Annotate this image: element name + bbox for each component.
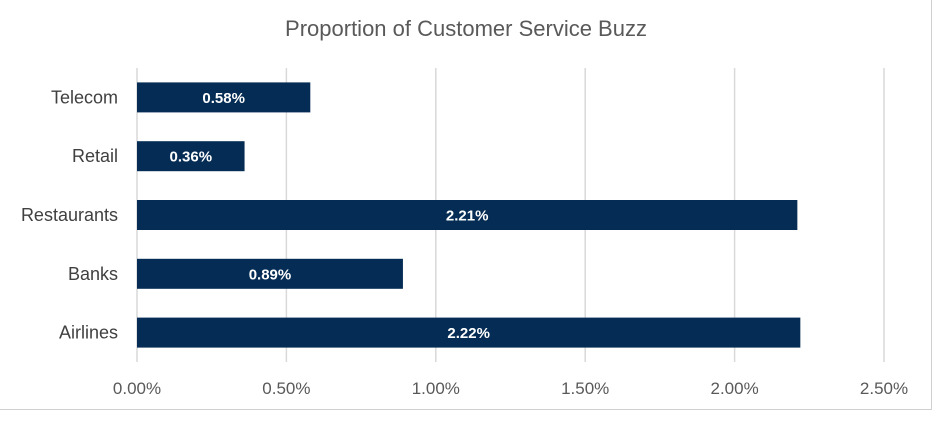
chart-frame: Proportion of Customer Service Buzz 0.58… (0, 0, 932, 410)
x-tick-label: 2.00% (710, 379, 758, 398)
x-tick-label: 1.50% (561, 379, 609, 398)
bar-telecom (137, 82, 311, 113)
data-label: 2.21% (446, 208, 489, 225)
chart-title: Proportion of Customer Service Buzz (285, 16, 647, 41)
bars (137, 82, 801, 348)
category-label: Restaurants (21, 205, 118, 225)
x-tick-label: 0.00% (113, 379, 161, 398)
data-labels: 0.58% 0.36% 2.21% 0.89% 2.22% (170, 90, 490, 342)
bar-banks (137, 258, 403, 289)
bar-airlines (137, 317, 801, 348)
bar-retail (137, 141, 245, 172)
category-axis: Telecom Retail Restaurants Banks Airlines (21, 87, 118, 342)
x-tick-label: 0.50% (262, 379, 310, 398)
data-label: 0.58% (202, 90, 245, 107)
bar-chart: Proportion of Customer Service Buzz 0.58… (21, 16, 908, 398)
data-label: 0.89% (249, 266, 292, 283)
x-tick-label: 1.00% (412, 379, 460, 398)
data-label: 0.36% (170, 149, 213, 166)
category-label: Airlines (59, 323, 118, 343)
category-label: Telecom (51, 87, 118, 107)
data-label: 2.22% (447, 325, 490, 342)
x-tick-label: 2.50% (860, 379, 908, 398)
category-label: Banks (68, 264, 118, 284)
bar-restaurants (137, 200, 798, 230)
category-label: Retail (72, 146, 118, 166)
value-axis: 0.00% 0.50% 1.00% 1.50% 2.00% 2.50% (113, 379, 908, 398)
